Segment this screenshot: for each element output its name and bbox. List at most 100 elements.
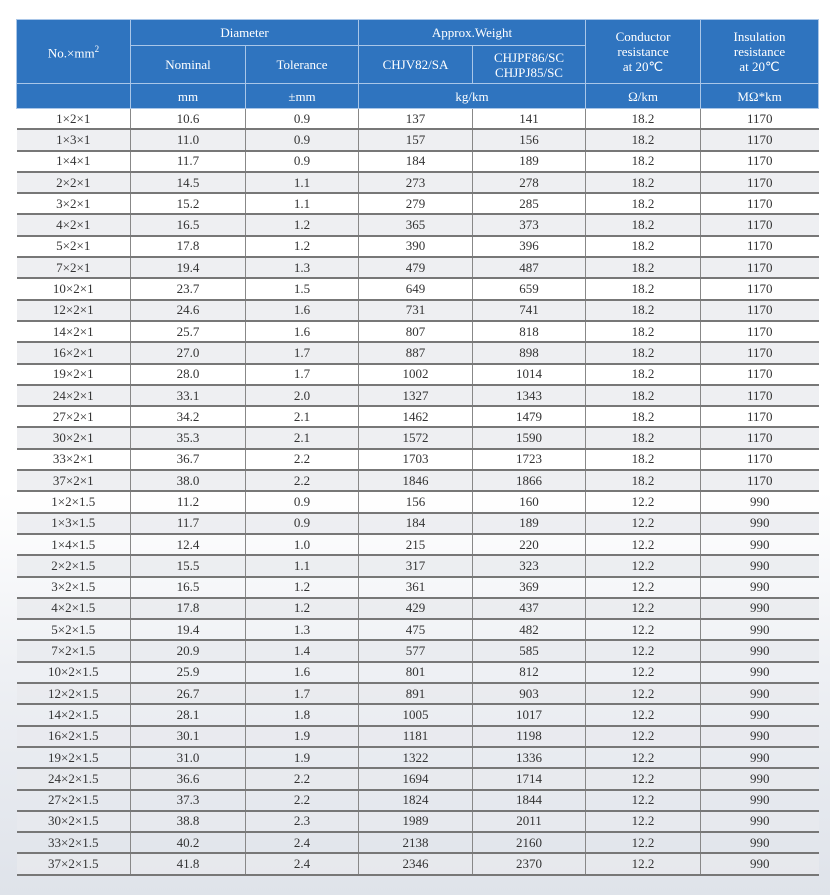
cell-insulation-resistance: 990 — [700, 853, 819, 876]
cell-weight-chjpf86: 487 — [471, 257, 586, 280]
cell-weight-chjpf86: 285 — [471, 193, 586, 216]
conductor-unit: Ω/km — [585, 83, 702, 109]
cell-insulation-resistance: 1170 — [700, 129, 819, 152]
cell-insulation-resistance: 990 — [700, 640, 819, 663]
cell-nominal-diameter: 17.8 — [130, 235, 246, 259]
cell-tolerance: 2.2 — [245, 448, 359, 472]
cell-nominal-diameter: 40.2 — [130, 832, 246, 855]
cell-tolerance: 1.4 — [245, 640, 359, 663]
cell-size: 12×2×1 — [16, 299, 131, 322]
table-row: 3×2×1.5 16.5 1.2 361 369 12.2 990 — [16, 576, 819, 599]
cell-insulation-resistance: 1170 — [700, 342, 819, 365]
cell-weight-chjv82: 1327 — [358, 384, 473, 408]
cell-weight-chjv82: 475 — [358, 619, 473, 642]
cell-weight-chjpf86: 189 — [471, 150, 586, 173]
cell-conductor-resistance: 12.2 — [585, 619, 701, 642]
cell-weight-chjpf86: 482 — [471, 619, 586, 642]
table-row: 14×2×1.5 28.1 1.8 1005 1017 12.2 990 — [16, 704, 819, 727]
table-row: 37×2×1.5 41.8 2.4 2346 2370 12.2 990 — [16, 853, 819, 876]
cell-conductor-resistance: 18.2 — [585, 470, 701, 493]
table-row: 1×2×1 10.6 0.9 137 141 18.2 1170 — [16, 108, 819, 131]
cell-tolerance: 1.2 — [245, 576, 359, 599]
cell-nominal-diameter: 20.9 — [130, 640, 246, 663]
table-row: 2×2×1 14.5 1.1 273 278 18.2 1170 — [16, 171, 819, 195]
table-row: 10×2×1.5 25.9 1.6 801 812 12.2 990 — [16, 661, 819, 685]
table-row: 1×2×1.5 11.2 0.9 156 160 12.2 990 — [16, 491, 819, 514]
cell-nominal-diameter: 36.6 — [130, 768, 246, 791]
cell-size: 5×2×1.5 — [16, 619, 131, 642]
table-row: 27×2×1 34.2 2.1 1462 1479 18.2 1170 — [16, 406, 819, 429]
cell-tolerance: 2.1 — [245, 427, 359, 450]
cell-weight-chjv82: 1322 — [358, 746, 473, 770]
cell-weight-chjv82: 1572 — [358, 427, 473, 450]
cell-weight-chjpf86: 278 — [471, 171, 586, 195]
cell-nominal-diameter: 12.4 — [130, 533, 246, 557]
cell-size: 7×2×1 — [16, 257, 131, 280]
cell-size: 10×2×1 — [16, 278, 131, 301]
cell-nominal-diameter: 28.0 — [130, 363, 246, 386]
cell-nominal-diameter: 14.5 — [130, 171, 246, 195]
cell-tolerance: 1.7 — [245, 683, 359, 706]
cell-nominal-diameter: 16.5 — [130, 214, 246, 237]
cell-conductor-resistance: 12.2 — [585, 746, 701, 770]
table-row: 4×2×1.5 17.8 1.2 429 437 12.2 990 — [16, 597, 819, 621]
cell-conductor-resistance: 12.2 — [585, 725, 701, 748]
cell-weight-chjpf86: 1343 — [471, 384, 586, 408]
cell-nominal-diameter: 30.1 — [130, 725, 246, 748]
cell-weight-chjv82: 361 — [358, 576, 473, 599]
cell-weight-chjv82: 157 — [358, 129, 473, 152]
cell-tolerance: 1.2 — [245, 597, 359, 621]
cell-size: 1×3×1.5 — [16, 512, 131, 535]
cell-weight-chjpf86: 659 — [471, 278, 586, 301]
cell-tolerance: 1.2 — [245, 235, 359, 259]
cell-nominal-diameter: 38.0 — [130, 470, 246, 493]
nominal-header: Nominal — [130, 45, 246, 84]
diameter-header: Diameter — [130, 19, 359, 46]
cell-weight-chjpf86: 1590 — [471, 427, 586, 450]
cell-conductor-resistance: 12.2 — [585, 810, 701, 834]
conductor-resistance-header: Conductor resistance at 20℃ — [585, 19, 702, 84]
cell-weight-chjv82: 1703 — [358, 448, 473, 472]
cell-insulation-resistance: 990 — [700, 832, 819, 855]
table-row: 19×2×1 28.0 1.7 1002 1014 18.2 1170 — [16, 363, 819, 386]
cell-conductor-resistance: 18.2 — [585, 342, 701, 365]
cell-weight-chjv82: 1005 — [358, 704, 473, 727]
cell-nominal-diameter: 25.9 — [130, 661, 246, 685]
cell-conductor-resistance: 18.2 — [585, 299, 701, 322]
chjv82-header: CHJV82/SA — [358, 45, 473, 84]
weight-header: Approx.Weight — [357, 19, 587, 46]
cell-size: 16×2×1 — [16, 342, 131, 365]
cell-size: 1×2×1.5 — [16, 491, 131, 514]
cell-tolerance: 1.3 — [245, 619, 359, 642]
table-row: 14×2×1 25.7 1.6 807 818 18.2 1170 — [16, 320, 819, 344]
cell-insulation-resistance: 990 — [700, 597, 819, 621]
table-row: 1×4×1.5 12.4 1.0 215 220 12.2 990 — [16, 533, 819, 557]
cell-tolerance: 1.9 — [245, 725, 359, 748]
cell-nominal-diameter: 36.7 — [130, 448, 246, 472]
tolerance-header: Tolerance — [245, 45, 359, 84]
cell-tolerance: 1.1 — [245, 193, 359, 216]
cell-nominal-diameter: 11.7 — [130, 150, 246, 173]
table-row: 1×3×1 11.0 0.9 157 156 18.2 1170 — [16, 129, 819, 152]
cell-insulation-resistance: 990 — [700, 661, 819, 685]
cell-conductor-resistance: 12.2 — [585, 789, 701, 812]
table-row: 19×2×1.5 31.0 1.9 1322 1336 12.2 990 — [16, 746, 819, 770]
table-row: 37×2×1 38.0 2.2 1846 1866 18.2 1170 — [16, 470, 819, 493]
cell-size: 10×2×1.5 — [16, 661, 131, 685]
cell-size: 5×2×1 — [16, 235, 131, 259]
cell-insulation-resistance: 1170 — [700, 427, 819, 450]
cell-nominal-diameter: 31.0 — [130, 746, 246, 770]
cell-conductor-resistance: 18.2 — [585, 320, 701, 344]
cell-insulation-resistance: 1170 — [700, 470, 819, 493]
cell-weight-chjpf86: 189 — [471, 512, 586, 535]
cell-weight-chjv82: 649 — [358, 278, 473, 301]
cell-conductor-resistance: 12.2 — [585, 512, 701, 535]
cell-size: 7×2×1.5 — [16, 640, 131, 663]
cell-weight-chjpf86: 818 — [471, 320, 586, 344]
cell-weight-chjv82: 1181 — [358, 725, 473, 748]
cell-size: 4×2×1.5 — [16, 597, 131, 621]
table-row: 16×2×1 27.0 1.7 887 898 18.2 1170 — [16, 342, 819, 365]
cell-nominal-diameter: 16.5 — [130, 576, 246, 599]
table-row: 24×2×1 33.1 2.0 1327 1343 18.2 1170 — [16, 384, 819, 408]
table-row: 16×2×1.5 30.1 1.9 1181 1198 12.2 990 — [16, 725, 819, 748]
